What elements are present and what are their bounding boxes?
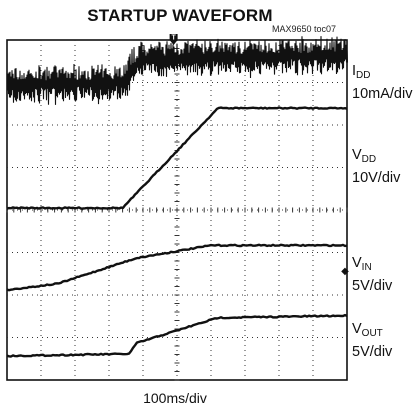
trace-idd bbox=[6, 36, 349, 105]
trace-vout bbox=[6, 313, 348, 358]
vdd-scale: 10V/div bbox=[352, 170, 401, 186]
trace-vin bbox=[6, 243, 348, 292]
vdd-name: V bbox=[352, 147, 362, 163]
idd-subscript: DD bbox=[356, 70, 371, 81]
vin-name: V bbox=[352, 255, 362, 271]
figure-id: MAX9650 toc07 bbox=[272, 24, 337, 34]
vdd-subscript: DD bbox=[361, 154, 377, 165]
chart-title: STARTUP WAVEFORM bbox=[87, 6, 273, 25]
scope-traces bbox=[6, 36, 349, 358]
scope-markers: T◆ bbox=[169, 34, 349, 277]
vout-subscript: OUT bbox=[361, 328, 383, 339]
trigger-marker-icon bbox=[169, 34, 178, 45]
channel-label-vdd: VDD 10V/div bbox=[352, 146, 400, 187]
vin-scale: 5V/div bbox=[352, 278, 393, 294]
idd-name: I bbox=[352, 63, 357, 79]
scope-plot: T◆ bbox=[6, 34, 349, 381]
channel-marker-icon: ◆ bbox=[341, 266, 349, 277]
channel-label-vin: VIN 5V/div bbox=[352, 254, 392, 295]
channel-label-idd: IDD 10mA/div bbox=[352, 62, 412, 103]
idd-scale: 10mA/div bbox=[352, 86, 413, 102]
vout-name: V bbox=[352, 321, 362, 337]
channel-label-vout: VOUT 5V/div bbox=[352, 320, 392, 361]
trace-vdd bbox=[6, 106, 348, 210]
x-axis-label: 100ms/div bbox=[143, 390, 207, 406]
vin-subscript: IN bbox=[361, 262, 372, 273]
trigger-marker-label: T bbox=[171, 35, 176, 42]
vout-scale: 5V/div bbox=[352, 344, 393, 360]
